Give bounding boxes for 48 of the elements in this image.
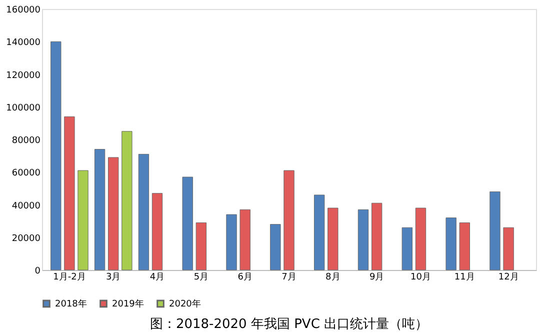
y-tick-label: 0 bbox=[34, 266, 41, 276]
x-tick-label: 3月 bbox=[106, 272, 121, 282]
x-tick-label: 9月 bbox=[369, 272, 384, 282]
bar bbox=[108, 157, 119, 270]
bar bbox=[78, 170, 88, 270]
x-tick-label: 11月 bbox=[454, 272, 475, 282]
bar bbox=[314, 194, 325, 270]
bar bbox=[402, 227, 412, 270]
bar bbox=[415, 208, 426, 270]
bar bbox=[371, 202, 382, 270]
legend-label: 2020年 bbox=[169, 298, 201, 310]
legend-label: 2018年 bbox=[55, 298, 87, 310]
bar bbox=[138, 154, 150, 270]
bar bbox=[270, 224, 281, 270]
x-tick-label: 10月 bbox=[410, 272, 431, 282]
x-tick-label: 5月 bbox=[194, 272, 209, 282]
bar bbox=[50, 41, 62, 270]
y-tick-label: 140000 bbox=[6, 38, 41, 48]
x-tick-label: 12月 bbox=[498, 272, 519, 282]
x-tick-label: 1月-2月 bbox=[53, 272, 86, 282]
x-tick-label: 8月 bbox=[326, 272, 340, 282]
text: 图：2018-2020 年我国 PVC 出口统计量（吨） bbox=[150, 317, 428, 332]
legend-label: 2019年 bbox=[112, 298, 144, 310]
y-tick-label: 80000 bbox=[12, 136, 41, 146]
y-tick-label: 100000 bbox=[6, 103, 41, 114]
bar bbox=[328, 208, 338, 270]
x-tick-label: 4月 bbox=[150, 272, 165, 282]
x-tick-label: 7月 bbox=[282, 272, 296, 282]
bar bbox=[503, 227, 514, 270]
bar bbox=[358, 209, 369, 270]
bar bbox=[196, 222, 207, 270]
bar bbox=[122, 131, 132, 270]
y-tick-label: 160000 bbox=[6, 6, 41, 16]
y-tick-label: 60000 bbox=[12, 168, 41, 179]
bar bbox=[459, 222, 470, 270]
bar bbox=[446, 218, 456, 270]
bar bbox=[94, 149, 106, 270]
x-tick-label: 6月 bbox=[238, 272, 252, 282]
bar bbox=[182, 176, 193, 270]
y-tick-label: 40000 bbox=[12, 201, 41, 212]
y-tick-label: 20000 bbox=[12, 234, 41, 244]
bar bbox=[240, 209, 250, 270]
bar bbox=[226, 214, 237, 270]
bar bbox=[152, 193, 163, 270]
y-tick-label: 120000 bbox=[6, 70, 41, 81]
bar bbox=[284, 170, 294, 270]
bar bbox=[490, 191, 500, 270]
bar bbox=[64, 116, 75, 270]
